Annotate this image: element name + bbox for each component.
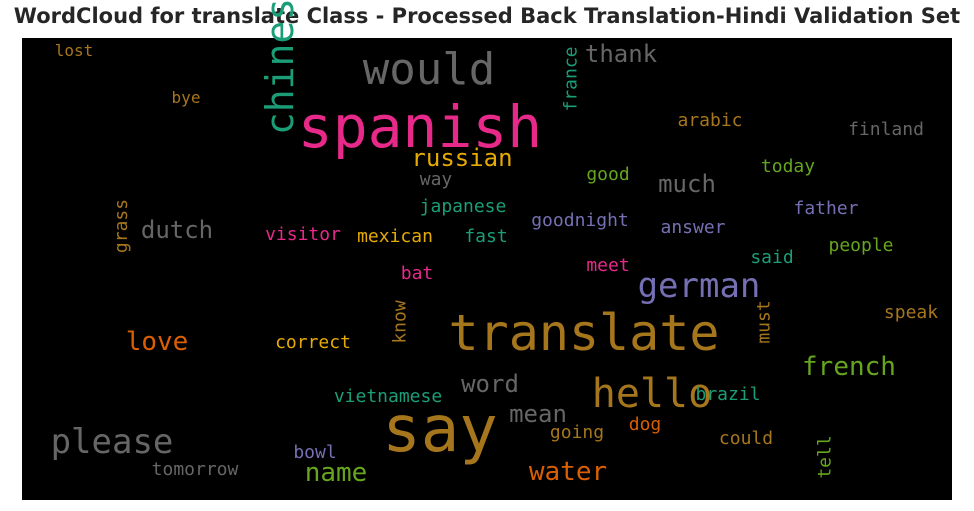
word-love: love [125, 327, 189, 357]
word-grass: grass [111, 198, 133, 253]
word-lost: lost [54, 41, 94, 60]
word-goodnight: goodnight [531, 210, 629, 231]
word-name: name [304, 458, 368, 488]
chart-title: WordCloud for translate Class - Processe… [13, 4, 961, 28]
word-going: going [549, 422, 605, 443]
word-tomorrow: tomorrow [151, 459, 239, 480]
word-visitor: visitor [265, 224, 341, 245]
word-please: please [50, 422, 174, 462]
word-said: said [750, 247, 794, 268]
word-thank: thank [584, 40, 658, 68]
word-translate: translate [448, 304, 720, 362]
wordcloud-canvas: lost would thank chinese france bye spanish ara… [22, 0, 952, 500]
word-german: german [637, 266, 761, 306]
word-speak: speak [883, 302, 939, 323]
word-brazil: brazil [695, 384, 761, 405]
word-bye: bye [171, 88, 201, 107]
word-french: french [802, 352, 896, 382]
word-mean: mean [509, 400, 567, 428]
word-good: good [586, 164, 630, 185]
word-japanese: japanese [419, 196, 507, 217]
word-vietnamese: vietnamese [333, 386, 443, 407]
word-word: word [461, 370, 519, 398]
word-bowl: bowl [293, 442, 337, 463]
word-fast: fast [464, 226, 508, 247]
word-dutch: dutch [140, 216, 214, 244]
word-know: know [389, 300, 411, 344]
word-tell: tell [814, 435, 836, 479]
word-spanish: spanish [297, 93, 543, 161]
word-dog: dog [628, 414, 662, 435]
word-finland: finland [848, 119, 924, 140]
word-much: much [658, 170, 716, 198]
word-hello: hello [591, 371, 713, 417]
word-water: water [528, 457, 608, 487]
word-correct: correct [275, 332, 351, 353]
word-must: must [753, 300, 775, 344]
word-answer: answer [660, 217, 726, 238]
word-say: say [382, 393, 498, 467]
word-today: today [760, 156, 816, 177]
word-way: way [419, 169, 453, 190]
word-france: france [560, 46, 582, 112]
word-father: father [793, 198, 859, 219]
word-meet: meet [586, 255, 630, 276]
word-bat: bat [400, 263, 434, 284]
word-would: would [362, 44, 496, 95]
word-people: people [828, 235, 894, 256]
word-russian: russian [411, 144, 513, 172]
word-chinese: chinese [258, 0, 303, 135]
word-mexican: mexican [357, 226, 433, 247]
word-arabic: arabic [677, 110, 743, 131]
word-could: could [718, 428, 774, 449]
